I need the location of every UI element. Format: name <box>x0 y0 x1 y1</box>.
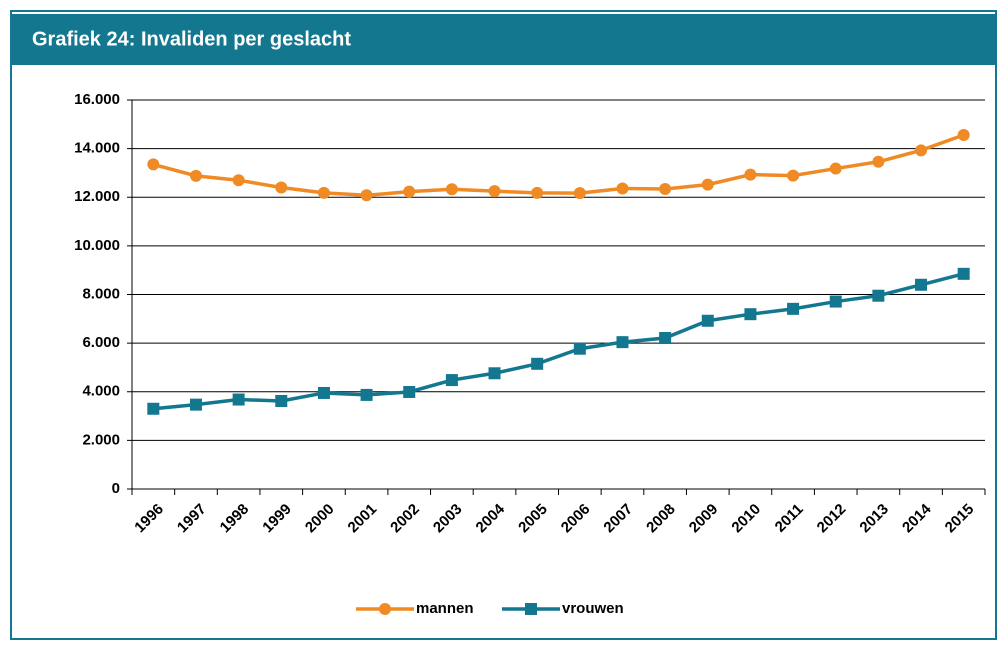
point <box>360 189 373 202</box>
legend-label: mannen <box>416 600 474 617</box>
point <box>147 158 160 171</box>
point <box>957 267 970 280</box>
y-tick-label: 2.000 <box>82 431 120 448</box>
point <box>915 278 928 291</box>
point <box>573 342 586 355</box>
series-line <box>152 133 965 198</box>
y-tick-label: 16.000 <box>74 91 120 108</box>
point <box>531 186 544 199</box>
point <box>488 185 501 198</box>
series-line <box>153 272 965 411</box>
point <box>787 302 800 315</box>
legend-label: vrouwen <box>562 600 624 617</box>
y-tick-label: 0 <box>112 480 120 497</box>
point <box>701 314 714 327</box>
point <box>573 187 586 200</box>
point <box>659 182 672 195</box>
point <box>744 308 757 321</box>
point <box>488 367 501 380</box>
point <box>616 182 629 195</box>
point <box>189 398 202 411</box>
point <box>659 332 672 345</box>
point <box>915 144 928 157</box>
y-tick-label: 6.000 <box>82 334 120 351</box>
legend-marker <box>525 603 537 615</box>
point <box>445 374 458 387</box>
y-tick-label: 14.000 <box>74 140 120 157</box>
point <box>445 183 458 196</box>
point <box>232 393 245 406</box>
point <box>275 394 288 407</box>
point <box>275 181 288 194</box>
point <box>744 168 757 181</box>
point <box>189 169 202 182</box>
point <box>531 357 544 370</box>
point <box>787 169 800 182</box>
y-tick-label: 10.000 <box>74 237 120 254</box>
y-tick-label: 8.000 <box>82 285 120 302</box>
point <box>957 129 970 142</box>
point <box>829 295 842 308</box>
point <box>403 185 416 198</box>
header-bar <box>11 14 996 65</box>
point <box>872 155 885 168</box>
point <box>872 289 885 302</box>
legend-marker <box>379 603 391 615</box>
y-tick-label: 12.000 <box>74 188 120 205</box>
point <box>232 174 245 187</box>
chart-title: Grafiek 24: Invaliden per geslacht <box>32 28 351 50</box>
point <box>317 186 330 199</box>
y-tick-label: 4.000 <box>82 383 120 400</box>
point <box>829 162 842 175</box>
point <box>616 336 629 349</box>
point <box>317 386 330 399</box>
point <box>360 388 373 401</box>
frame <box>10 10 997 640</box>
point <box>147 402 160 415</box>
point <box>403 385 416 398</box>
point <box>701 178 714 191</box>
